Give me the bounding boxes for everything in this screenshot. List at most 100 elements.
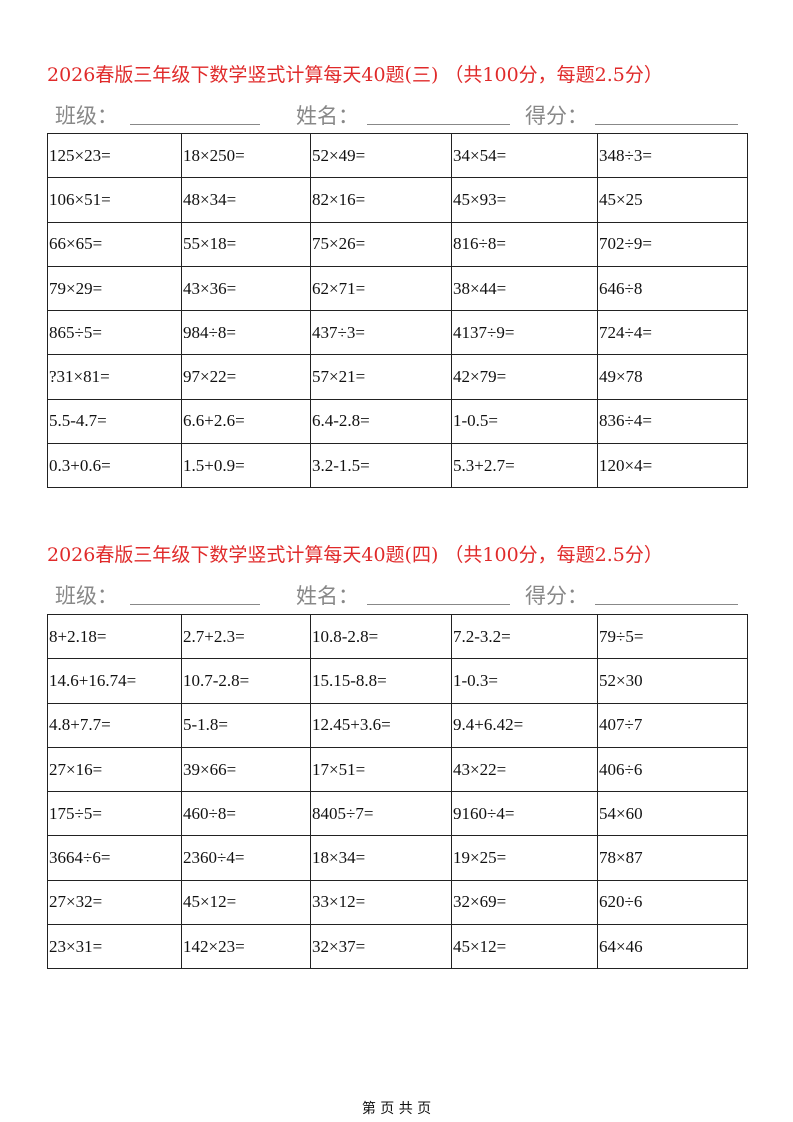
problem-cell: 45×25 — [597, 177, 748, 223]
problem-cell: 646÷8 — [597, 265, 748, 312]
table-row: 8+2.18= 2.7+2.3= 10.8-2.8= 7.2-3.2= 79÷5= — [47, 613, 748, 660]
problem-cell: 3.2-1.5= — [310, 443, 452, 489]
name-blank[interactable] — [367, 124, 510, 125]
problem-cell: 52×30 — [597, 658, 748, 704]
score-blank[interactable] — [595, 604, 738, 605]
problem-cell: 1-0.3= — [451, 658, 598, 704]
class-label: 班级： — [55, 104, 118, 128]
problem-cell: 348÷3= — [597, 132, 748, 179]
table-row: 175÷5= 460÷8= 8405÷7= 9160÷4= 54×60 — [47, 791, 748, 837]
problem-cell: 8405÷7= — [310, 791, 452, 837]
problem-cell: 15.15-8.8= — [310, 658, 452, 704]
problem-table: 125×23= 18×250= 52×49= 34×54= 348÷3= 106×51= 4… — [47, 132, 748, 489]
class-blank[interactable] — [130, 124, 260, 125]
problem-cell: 4137÷9= — [451, 310, 598, 356]
problem-table: 8+2.18= 2.7+2.3= 10.8-2.8= 7.2-3.2= 79÷5= 14.… — [47, 613, 748, 970]
name-blank[interactable] — [367, 604, 510, 605]
problem-cell: 836÷4= — [597, 398, 748, 445]
problem-cell: 27×16= — [47, 746, 182, 793]
problem-cell: 984÷8= — [181, 310, 311, 356]
problem-cell: 407÷7 — [597, 702, 748, 748]
problem-cell: 38×44= — [451, 265, 598, 312]
table-row: 125×23= 18×250= 52×49= 34×54= 348÷3= — [47, 132, 748, 179]
problem-cell: 66×65= — [47, 221, 182, 267]
problem-cell: 460÷8= — [181, 791, 311, 837]
table-row: 23×31= 142×23= 32×37= 45×12= 64×46 — [47, 924, 748, 970]
problem-cell: 55×18= — [181, 221, 311, 267]
class-blank[interactable] — [130, 604, 260, 605]
table-row: ?31×81= 97×22= 57×21= 42×79= 49×78 — [47, 354, 748, 400]
problem-cell: 48×34= — [181, 177, 311, 223]
problem-cell: 437÷3= — [310, 310, 452, 356]
table-row: 0.3+0.6= 1.5+0.9= 3.2-1.5= 5.3+2.7= 120×4= — [47, 443, 748, 489]
problem-cell: 19×25= — [451, 835, 598, 881]
problem-cell: 45×93= — [451, 177, 598, 223]
problem-cell: 620÷6 — [597, 879, 748, 926]
problem-cell: 0.3+0.6= — [47, 443, 182, 489]
problem-cell: 2360÷4= — [181, 835, 311, 881]
problem-cell: 125×23= — [47, 132, 182, 179]
table-row: 865÷5= 984÷8= 437÷3= 4137÷9= 724÷4= — [47, 310, 748, 356]
problem-cell: 54×60 — [597, 791, 748, 837]
student-info-row: 班级： 姓名： 得分： — [55, 580, 745, 608]
problem-cell: 406÷6 — [597, 746, 748, 793]
problem-cell: 78×87 — [597, 835, 748, 881]
problem-cell: 18×250= — [181, 132, 311, 179]
problem-cell: 3664÷6= — [47, 835, 182, 881]
problem-cell: 9160÷4= — [451, 791, 598, 837]
problem-cell: 17×51= — [310, 746, 452, 793]
problem-cell: 97×22= — [181, 354, 311, 400]
problem-cell: 32×69= — [451, 879, 598, 926]
problem-cell: 142×23= — [181, 924, 311, 970]
problem-cell: 18×34= — [310, 835, 452, 881]
problem-cell: 39×66= — [181, 746, 311, 793]
section-title: 2026春版三年级下数学竖式计算每天40题(四) （共100分，每题2.5分） — [47, 544, 663, 566]
problem-cell: 42×79= — [451, 354, 598, 400]
table-row: 66×65= 55×18= 75×26= 816÷8= 702÷9= — [47, 221, 748, 267]
problem-cell: 5.3+2.7= — [451, 443, 598, 489]
problem-cell: 49×78 — [597, 354, 748, 400]
score-label: 得分： — [525, 104, 588, 128]
page-footer: 第 页 共 页 — [361, 1101, 432, 1117]
problem-cell: 702÷9= — [597, 221, 748, 267]
problem-cell: 4.8+7.7= — [47, 702, 182, 748]
problem-cell: 865÷5= — [47, 310, 182, 356]
problem-cell: 5.5-4.7= — [47, 398, 182, 445]
problem-cell: 5-1.8= — [181, 702, 311, 748]
problem-cell: 79×29= — [47, 265, 182, 312]
score-blank[interactable] — [595, 124, 738, 125]
problem-cell: 175÷5= — [47, 791, 182, 837]
problem-cell: 12.45+3.6= — [310, 702, 452, 748]
problem-cell: 816÷8= — [451, 221, 598, 267]
problem-cell: 32×37= — [310, 924, 452, 970]
problem-cell: ?31×81= — [47, 354, 182, 400]
problem-cell: 1.5+0.9= — [181, 443, 311, 489]
table-row: 14.6+16.74= 10.7-2.8= 15.15-8.8= 1-0.3= 52×3… — [47, 658, 748, 704]
problem-cell: 62×71= — [310, 265, 452, 312]
problem-cell: 27×32= — [47, 879, 182, 926]
table-row: 4.8+7.7= 5-1.8= 12.45+3.6= 9.4+6.42= 407÷7 — [47, 702, 748, 748]
problem-cell: 106×51= — [47, 177, 182, 223]
student-info-row: 班级： 姓名： 得分： — [55, 100, 745, 128]
name-label: 姓名： — [296, 584, 359, 608]
table-row: 3664÷6= 2360÷4= 18×34= 19×25= 78×87 — [47, 835, 748, 881]
table-row: 27×32= 45×12= 33×12= 32×69= 620÷6 — [47, 879, 748, 926]
problem-cell: 79÷5= — [597, 613, 748, 660]
problem-cell: 8+2.18= — [47, 613, 182, 660]
problem-cell: 120×4= — [597, 443, 748, 489]
problem-cell: 33×12= — [310, 879, 452, 926]
table-row: 106×51= 48×34= 82×16= 45×93= 45×25 — [47, 177, 748, 223]
problem-cell: 45×12= — [181, 879, 311, 926]
problem-cell: 82×16= — [310, 177, 452, 223]
problem-cell: 45×12= — [451, 924, 598, 970]
section-title: 2026春版三年级下数学竖式计算每天40题(三) （共100分，每题2.5分） — [47, 64, 663, 86]
problem-cell: 57×21= — [310, 354, 452, 400]
class-label: 班级： — [55, 584, 118, 608]
problem-cell: 7.2-3.2= — [451, 613, 598, 660]
problem-cell: 10.7-2.8= — [181, 658, 311, 704]
score-label: 得分： — [525, 584, 588, 608]
table-row: 5.5-4.7= 6.6+2.6= 6.4-2.8= 1-0.5= 836÷4= — [47, 398, 748, 445]
problem-cell: 14.6+16.74= — [47, 658, 182, 704]
problem-cell: 52×49= — [310, 132, 452, 179]
